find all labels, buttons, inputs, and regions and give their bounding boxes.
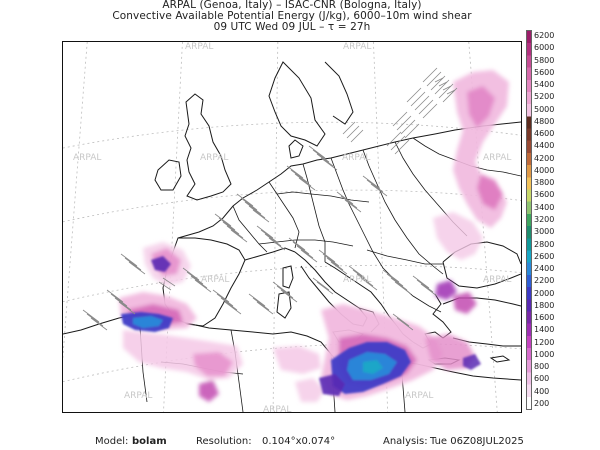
colorbar-tick-label: 1600	[534, 313, 555, 323]
colorbar-tick-label: 600	[534, 374, 550, 384]
cape-shading	[119, 70, 509, 402]
watermark-text: ARPAL	[263, 405, 291, 412]
chart-footer: Model: bolam Resolution: 0.104°x0.074° A…	[0, 436, 600, 450]
colorbar-tick-label: 4800	[534, 116, 555, 126]
footer-resolution-value: 0.104°x0.074°	[262, 436, 336, 447]
colorbar-tick-label: 2000	[534, 288, 555, 298]
header-valid-time: 09 UTC Wed 09 JUL – τ = 27h	[213, 21, 371, 34]
colorbar-tick-label: 1800	[534, 300, 555, 310]
colorbar-tick-label: 3600	[534, 190, 555, 200]
watermark-text: ARPAL	[343, 275, 371, 285]
cape-high-cores	[121, 256, 481, 396]
watermark-text: ARPAL	[124, 391, 152, 401]
colorbar-tick-label: 3000	[534, 227, 555, 237]
watermark-text: ARPAL	[343, 42, 371, 52]
map-frame: ARPAL ARPAL ARPAL ARPAL ARPAL ARPAL ARPA…	[62, 41, 522, 413]
colorbar-tick-label: 2600	[534, 251, 555, 261]
wind-shear-barbs	[82, 67, 458, 331]
colorbar-tick-label: 4400	[534, 141, 555, 151]
colorbar-tick-label: 2400	[534, 264, 555, 274]
colorbar-tick-label: 3200	[534, 215, 555, 224]
footer-model-label: Model:	[95, 436, 129, 447]
watermark-text: ARPAL	[405, 391, 433, 401]
header-institutions: ARPAL (Genoa, Italy) – ISAC-CNR (Bologna…	[162, 0, 422, 11]
colorbar-tick-label: 200	[534, 398, 550, 408]
cape-map: ARPAL ARPAL ARPAL ARPAL ARPAL ARPAL ARPA…	[63, 42, 521, 412]
footer-analysis-label: Analysis:	[383, 436, 428, 447]
colorbar-tick-label: 400	[534, 386, 550, 396]
colorbar-tick-label: 6200	[534, 31, 555, 41]
colorbar: 6200 6000 5800 5600 5400 5200 5000 4800 4600 4400…	[526, 30, 586, 410]
header-variable: Convective Available Potential Energy (J…	[112, 10, 472, 23]
colorbar-tick-label: 1200	[534, 337, 555, 347]
colorbar-tick-label: 2800	[534, 239, 555, 249]
colorbar-tick-label: 3800	[534, 178, 555, 188]
colorbar-tick-label: 5600	[534, 67, 555, 77]
colorbar-tick-label: 4600	[534, 129, 555, 139]
watermark-text: ARPAL	[342, 153, 370, 163]
colorbar-tick-label: 5200	[534, 92, 555, 102]
colorbar-tick-label: 4000	[534, 165, 555, 175]
colorbar-tick-label: 6000	[534, 43, 555, 53]
colorbar-strip	[526, 30, 532, 410]
colorbar-tick-label: 5000	[534, 104, 555, 114]
watermark-group: ARPAL ARPAL ARPAL ARPAL ARPAL ARPAL ARPA…	[73, 42, 511, 412]
chart-header: ARPAL (Genoa, Italy) – ISAC-CNR (Bologna…	[62, 0, 522, 34]
watermark-text: ARPAL	[73, 153, 101, 163]
colorbar-tick-label: 1000	[534, 349, 555, 359]
footer-resolution-label: Resolution:	[196, 436, 252, 447]
colorbar-tick-label: 5400	[534, 80, 555, 90]
watermark-text: ARPAL	[201, 275, 229, 285]
footer-analysis-value: Tue 06Z08JUL2025	[430, 436, 524, 447]
colorbar-tick-label: 4200	[534, 153, 555, 163]
colorbar-tick-label: 800	[534, 362, 550, 372]
colorbar-labels: 6200 6000 5800 5600 5400 5200 5000 4800 4600 4400…	[534, 30, 584, 410]
watermark-text: ARPAL	[185, 42, 213, 52]
watermark-text: ARPAL	[483, 153, 511, 163]
colorbar-tick-label: 2200	[534, 276, 555, 286]
colorbar-tick-label: 3400	[534, 202, 555, 212]
watermark-text: ARPAL	[483, 275, 511, 285]
footer-model-value: bolam	[132, 436, 167, 447]
watermark-text: ARPAL	[200, 153, 228, 163]
colorbar-tick-label: 1400	[534, 325, 555, 335]
colorbar-tick-label: 5800	[534, 55, 555, 65]
